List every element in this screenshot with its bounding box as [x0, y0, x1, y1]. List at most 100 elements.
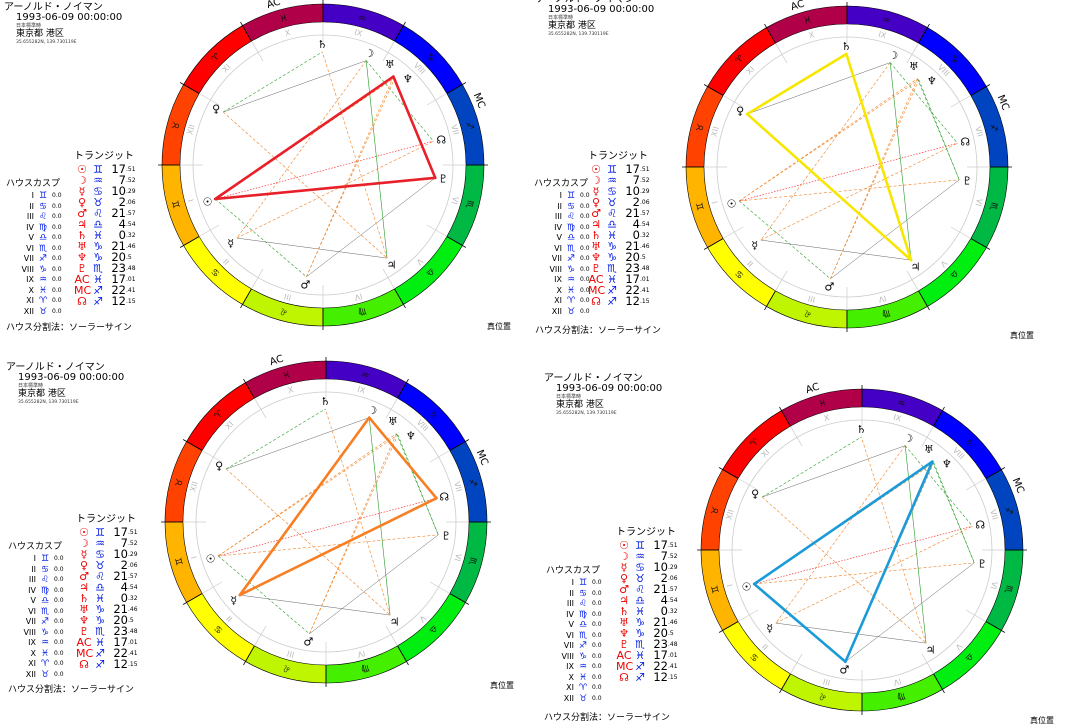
sign-glyph-icon: ♋ — [566, 201, 576, 212]
sign-glyph-icon: ♏ — [40, 606, 50, 617]
cusp-value: 0.0 — [580, 223, 590, 231]
house-numeral: XII — [724, 509, 735, 521]
cusp-value: 0.0 — [580, 202, 590, 210]
saturn-glyph-icon: ♄ — [77, 229, 87, 242]
node-glyph-icon: ☊ — [591, 295, 601, 308]
mercury-icon: ☿ — [230, 594, 237, 607]
cusp-value: 0.0 — [580, 297, 590, 304]
degree-value: 20 — [625, 250, 640, 264]
house-cusp-line — [906, 270, 919, 292]
transit-row: ♀ ♉ 2.06 — [76, 559, 138, 571]
degree-fraction: .41 — [640, 287, 650, 294]
house-numeral: XII — [709, 126, 720, 138]
house-numeral: XI — [28, 659, 36, 668]
sign-boundary-tick — [718, 621, 739, 633]
zodiac-sign-icon: ♏ — [466, 556, 478, 566]
degree-value: 17 — [111, 272, 126, 286]
zodiac-sign-icon: ♊ — [171, 199, 183, 209]
house-numeral: V — [556, 233, 562, 242]
transit-row: AC ♓ 17.01 — [76, 635, 137, 649]
sign-boundary-tick — [703, 84, 724, 96]
house-numeral: III — [554, 212, 562, 221]
aspect-line — [222, 111, 388, 259]
sign-glyph-icon: ♉ — [607, 196, 617, 209]
house-cusp-list: ハウスカスプ I ♊ 0.0 II ♋ 0.0 III ♌ 0.0 IV ♍ 0.0 V ♎ 0.0 VI ♏ 0.… — [546, 567, 602, 704]
aspect-line — [845, 562, 975, 662]
house-cusp-line — [775, 270, 788, 292]
zodiac-sign-icon: ♍ — [896, 690, 906, 702]
sign-glyph-icon: ♊ — [566, 191, 576, 201]
sign-glyph-icon: ♐ — [635, 660, 645, 673]
house-numeral: XII — [185, 124, 196, 136]
house-numeral: V — [28, 233, 34, 242]
wheel-svg: ♈XI♉ XII♊ I♋II♌III♍IV♎V♏VI♐VII♑VIII♒IX♓XAC… — [158, 0, 488, 330]
zodiac-sign-icon: ♓ — [279, 13, 289, 25]
sign-glyph-icon: ♑ — [95, 603, 105, 616]
cusp-value: 0.0 — [54, 607, 64, 615]
transit-row: ☿ ♋ 10.29 — [76, 547, 138, 561]
sign-glyph-icon: ♉ — [635, 572, 645, 585]
neptune-glyph-icon: ♆ — [77, 251, 87, 264]
house-numeral: X — [287, 385, 295, 395]
house-numeral: I — [189, 555, 198, 560]
sign-glyph-icon: ♏ — [93, 262, 103, 275]
house-cusp-row: VI ♏ 0.0 — [546, 631, 601, 642]
zodiac-sign-icon: ♒ — [357, 13, 367, 25]
aspect-line — [933, 462, 975, 563]
house-cusp-line — [429, 581, 451, 594]
house-cusp-line — [722, 95, 744, 108]
transit-row: ☉ ♊ 17.51 — [588, 163, 649, 175]
house-numeral: III — [286, 649, 295, 660]
degree-value: 12 — [653, 670, 668, 684]
saturn-icon: ♄ — [320, 395, 330, 408]
sign-glyph-icon: ♒ — [635, 550, 645, 563]
zodiac-sign-icon: ♒ — [360, 370, 370, 382]
house-cusp-row: VIII ♑ 0.0 — [8, 628, 63, 639]
degree-fraction: .15 — [668, 674, 678, 681]
house-cusp-row: X ♓ 0.0 — [6, 286, 62, 297]
degree-fraction: .32 — [126, 232, 136, 239]
sign-glyph-icon: ♐ — [566, 254, 576, 264]
sign-boundary-tick — [779, 673, 791, 694]
sign-glyph-icon: ♓ — [578, 672, 588, 683]
house-numeral: II — [31, 564, 36, 574]
sign-glyph-icon: ♑ — [607, 251, 617, 264]
mars-glyph-icon: ♂ — [77, 207, 87, 220]
house-numeral: III — [566, 599, 574, 608]
zodiac-sign-icon: ♊ — [710, 584, 722, 594]
cusp-value: 0.0 — [580, 307, 590, 315]
degree-value: 10 — [113, 547, 128, 561]
house-cusp-line — [737, 609, 759, 622]
ac-glyph-icon: AC — [76, 636, 92, 649]
sign-boundary-tick — [985, 467, 1006, 479]
aspect-line — [396, 433, 439, 535]
aspect-line — [306, 76, 394, 277]
uranus-icon: ♅ — [388, 415, 398, 428]
zodiac-sign-icon: ♉ — [174, 478, 186, 488]
house-cusp-row: VII ♐ 0.0 — [8, 617, 64, 628]
degree-value: 22 — [625, 283, 640, 297]
sign-glyph-icon: ♎ — [607, 218, 617, 231]
cusp-value: 0.0 — [592, 663, 602, 670]
house-cusp-row: III ♌ 0.0 — [546, 599, 602, 610]
degree-fraction: .32 — [128, 595, 138, 602]
house-cusp-row: VIII ♑ 0.0 — [6, 265, 61, 276]
sign-glyph-icon: ♈ — [566, 296, 576, 306]
transit-row: ☉ ♊ 17.51 — [76, 526, 137, 538]
degree-value: 17 — [113, 635, 128, 649]
house-cusp-row: VII ♐ 0.0 — [546, 641, 602, 652]
house-cusp-row: IV ♍ 0.0 — [6, 223, 61, 234]
mars-glyph-icon: ♂ — [591, 207, 601, 220]
house-cusp-line — [906, 42, 919, 64]
sign-glyph-icon: ♍ — [578, 609, 588, 620]
cusp-value: 0.0 — [580, 192, 590, 199]
transit-row: ♂ ♌ 21.57 — [616, 583, 677, 595]
house-cusp-row: IV ♍ 0.0 — [8, 586, 63, 597]
uranus-glyph-icon: ♅ — [619, 616, 629, 629]
transit-title: トランジット — [588, 151, 648, 162]
degree-fraction: .01 — [640, 276, 650, 283]
house-numeral: VII — [563, 641, 574, 650]
degree-fraction: .06 — [128, 562, 138, 569]
degree-value: 21 — [653, 615, 668, 629]
sign-boundary-tick — [394, 288, 406, 309]
